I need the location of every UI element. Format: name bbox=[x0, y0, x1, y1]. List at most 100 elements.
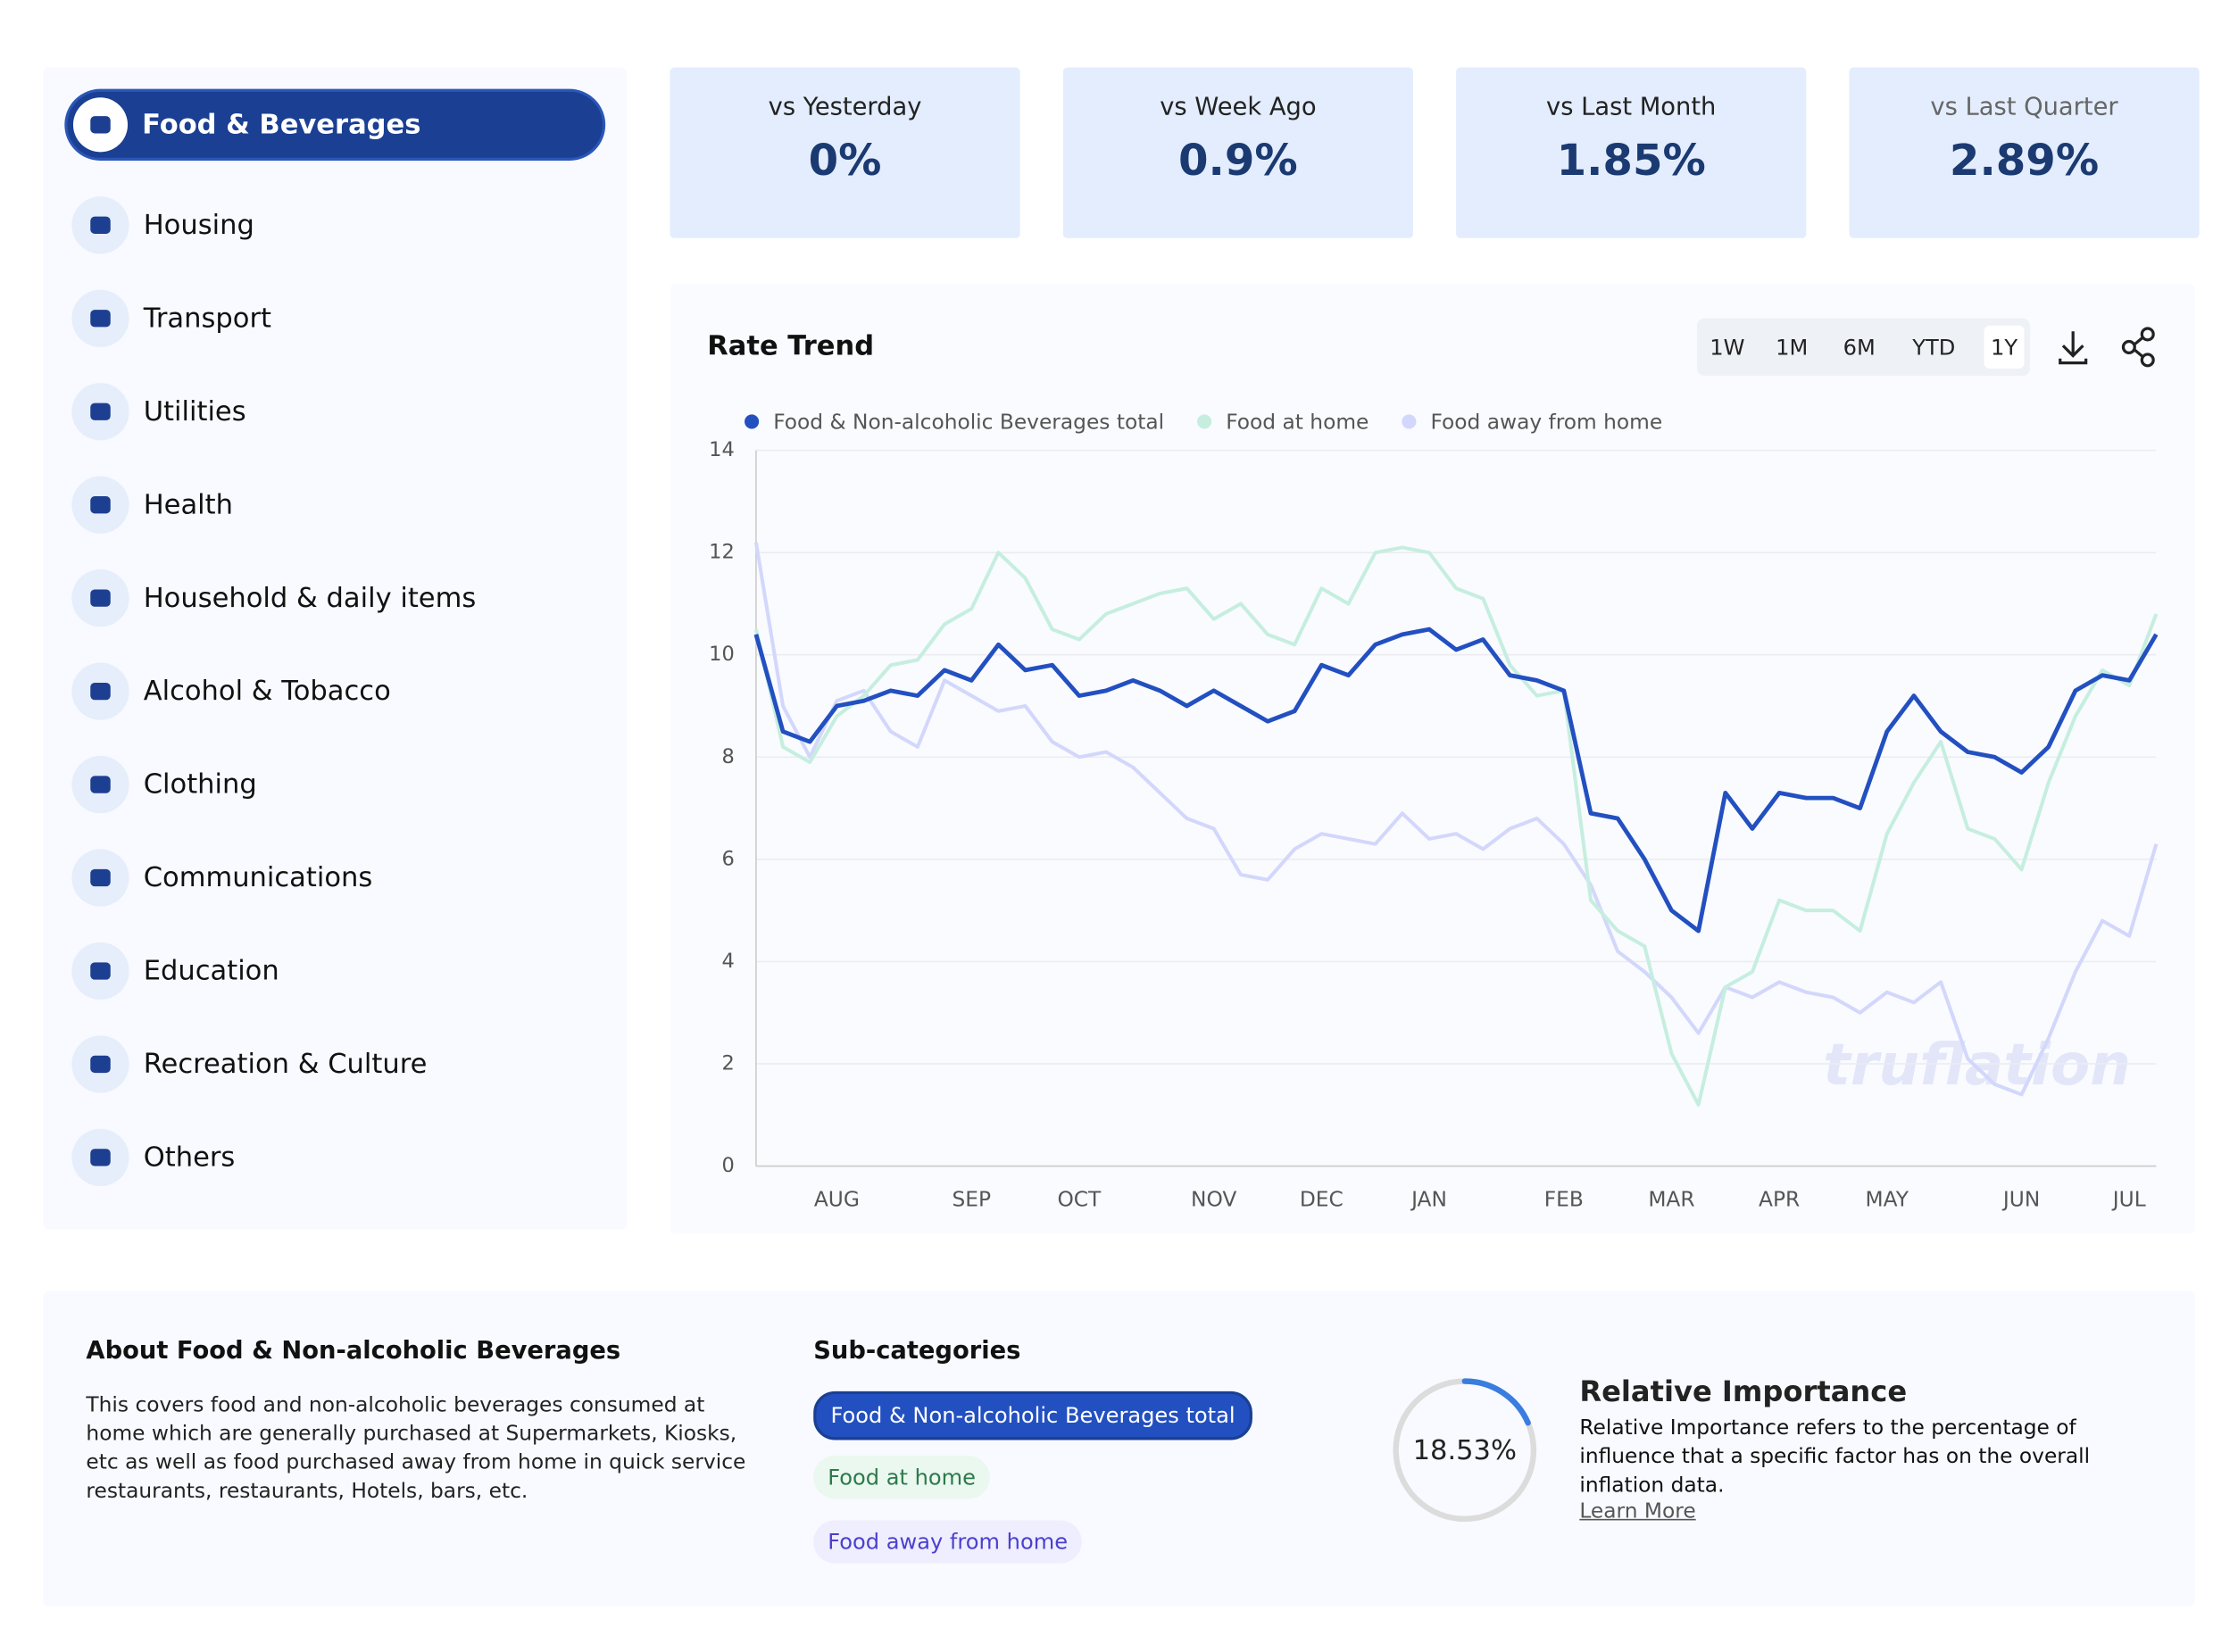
importance-ring: 18.53% bbox=[1393, 1378, 1537, 1523]
subcategories-title: Sub-categories bbox=[813, 1336, 1021, 1366]
share-icon[interactable] bbox=[2121, 327, 2155, 368]
sidebar-label: Alcohol & Tobacco bbox=[143, 675, 391, 708]
sidebar: Food & Beverages Housing Transport Utilitie… bbox=[43, 67, 628, 1230]
subcategory-chip[interactable]: Food & Non-alcoholic Beverages total bbox=[813, 1391, 1252, 1440]
y-tick-label: 10 bbox=[709, 643, 735, 666]
kpi-card: vs Last Quarter 2.89% bbox=[1849, 67, 2200, 238]
sidebar-item[interactable]: Clothing bbox=[71, 749, 612, 820]
x-tick-label: MAR bbox=[1648, 1188, 1694, 1212]
sidebar-icon bbox=[71, 849, 129, 907]
sidebar-label: Communications bbox=[143, 861, 373, 894]
legend-swatch bbox=[1402, 414, 1417, 429]
about-text: This covers food and non-alcoholic bever… bbox=[86, 1394, 746, 1504]
ring-arc bbox=[1461, 1378, 1531, 1426]
icon-glyph bbox=[90, 682, 111, 701]
series-line bbox=[753, 545, 2159, 1107]
range-selector bbox=[1697, 318, 2030, 377]
sidebar-label: Health bbox=[143, 489, 233, 521]
x-tick-label: AUG bbox=[814, 1188, 860, 1212]
legend-label: Food away from home bbox=[1430, 411, 1662, 435]
learn-more-link[interactable]: Learn More bbox=[1579, 1499, 1696, 1523]
sidebar-label: Transport bbox=[143, 303, 271, 335]
legend-label: Food at home bbox=[1226, 411, 1369, 435]
range-button[interactable]: 6M bbox=[1843, 336, 1876, 361]
kpi-label: vs Yesterday bbox=[768, 93, 922, 122]
sidebar-item[interactable]: Communications bbox=[71, 842, 612, 913]
icon-glyph bbox=[90, 776, 111, 793]
range-button[interactable]: 1M bbox=[1776, 336, 1808, 361]
sidebar-icon bbox=[71, 476, 129, 534]
sidebar-item[interactable]: Housing bbox=[71, 189, 612, 261]
kpi-value: 1.85% bbox=[1556, 136, 1706, 187]
about-title: About Food & Non-alcoholic Beverages bbox=[86, 1336, 621, 1366]
x-tick-label: OCT bbox=[1057, 1188, 1102, 1212]
x-tick-label: DEC bbox=[1300, 1188, 1344, 1212]
y-tick-label: 12 bbox=[709, 541, 735, 564]
icon-glyph bbox=[90, 1055, 111, 1074]
subcategory-chip[interactable]: Food at home bbox=[813, 1456, 991, 1499]
sidebar-label: Food & Beverages bbox=[142, 109, 421, 141]
x-tick-label: NOV bbox=[1191, 1188, 1236, 1212]
range-button[interactable]: 1Y bbox=[1991, 336, 2018, 361]
sidebar-icon bbox=[71, 662, 129, 720]
y-tick-label: 2 bbox=[721, 1051, 734, 1075]
kpi-card: vs Week Ago 0.9% bbox=[1062, 67, 1413, 238]
icon-glyph bbox=[90, 403, 111, 420]
kpi-label: vs Last Quarter bbox=[1930, 93, 2118, 122]
sidebar-label: Clothing bbox=[143, 768, 257, 801]
sidebar-icon bbox=[72, 97, 129, 153]
series-line bbox=[753, 627, 2159, 934]
sidebar-icon bbox=[71, 1128, 129, 1187]
legend-label: Food & Non-alcoholic Beverages total bbox=[773, 411, 1164, 435]
importance-title: Relative Importance bbox=[1579, 1374, 1908, 1409]
sidebar-item[interactable]: Recreation & Culture bbox=[71, 1028, 612, 1100]
sidebar-label: Education bbox=[143, 955, 279, 987]
subcategory-chip[interactable]: Food away from home bbox=[813, 1520, 1083, 1564]
sidebar-label: Others bbox=[143, 1141, 236, 1174]
legend-swatch bbox=[1197, 414, 1212, 429]
icon-glyph bbox=[90, 116, 111, 134]
sidebar-item[interactable]: Alcohol & Tobacco bbox=[71, 655, 612, 726]
sidebar-item[interactable]: Education bbox=[71, 935, 612, 1007]
icon-glyph bbox=[90, 868, 111, 887]
sidebar-icon bbox=[71, 289, 129, 347]
kpi-label: vs Week Ago bbox=[1160, 93, 1317, 122]
icon-glyph bbox=[90, 216, 111, 234]
sidebar-item[interactable]: Transport bbox=[71, 283, 612, 354]
y-tick-label: 14 bbox=[709, 438, 735, 461]
chart: Rate Trend 1W 1M 6M YTD 1Ytruflation02468101… bbox=[707, 318, 2159, 1212]
kpi-value: 0% bbox=[808, 136, 882, 187]
sidebar-item[interactable]: Health bbox=[71, 469, 612, 541]
sidebar-item[interactable]: Household & daily items bbox=[71, 562, 612, 634]
x-tick-label: JUL bbox=[2111, 1188, 2146, 1212]
x-tick-label: SEP bbox=[952, 1188, 991, 1212]
range-button-selected[interactable] bbox=[1984, 325, 2025, 369]
x-tick-label: MAY bbox=[1866, 1188, 1909, 1212]
sidebar-icon bbox=[71, 383, 129, 441]
kpi-card: vs Yesterday 0% bbox=[670, 67, 1020, 238]
importance-text: Relative Importance refers to the percen… bbox=[1579, 1416, 2091, 1498]
info-panel: About Food & Non-alcoholic Beverages Thi… bbox=[43, 1291, 2195, 1606]
x-tick-label: FEB bbox=[1544, 1188, 1584, 1212]
sidebar-label: Housing bbox=[143, 209, 254, 241]
kpi-value: 2.89% bbox=[1949, 136, 2100, 187]
sidebar-item[interactable]: Utilities bbox=[71, 376, 612, 447]
download-icon[interactable] bbox=[2059, 331, 2088, 365]
sidebar-label: Recreation & Culture bbox=[143, 1048, 428, 1081]
kpi-label: vs Last Month bbox=[1546, 93, 1717, 122]
sidebar-icon bbox=[71, 755, 129, 814]
sidebar-item[interactable]: Food & Beverages bbox=[64, 88, 606, 161]
y-tick-label: 6 bbox=[721, 847, 734, 870]
y-tick-label: 0 bbox=[721, 1154, 734, 1177]
range-button[interactable]: YTD bbox=[1911, 336, 1955, 361]
y-tick-label: 8 bbox=[721, 745, 734, 768]
kpi-card: vs Last Month 1.85% bbox=[1456, 67, 1807, 238]
icon-glyph bbox=[90, 496, 111, 514]
series-line bbox=[753, 542, 2159, 1097]
legend-swatch bbox=[745, 414, 760, 429]
sidebar-item[interactable]: Others bbox=[71, 1122, 612, 1193]
kpi-value: 0.9% bbox=[1178, 136, 1298, 187]
sidebar-icon bbox=[71, 1035, 129, 1093]
range-button[interactable]: 1W bbox=[1710, 336, 1744, 361]
